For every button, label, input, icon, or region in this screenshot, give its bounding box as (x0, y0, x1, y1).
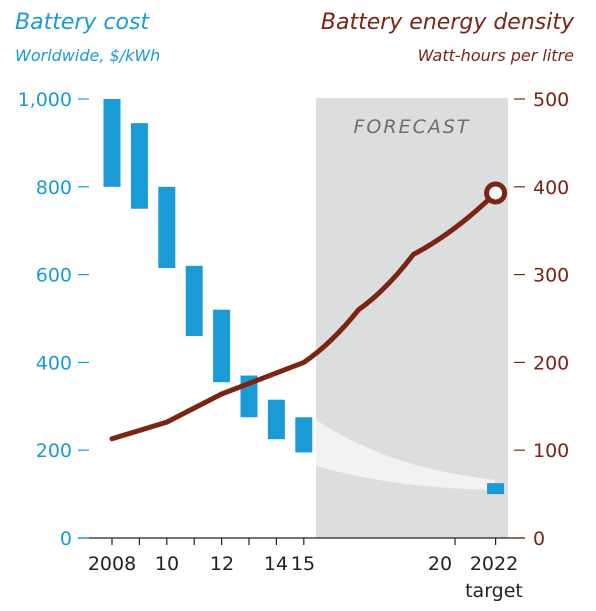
forecast-label: FORECAST (353, 116, 470, 138)
right-tick-label: 200 (533, 352, 569, 374)
right-axis-title: Battery energy density (320, 10, 574, 35)
left-tick-label: 0 (60, 528, 72, 550)
density-endpoint-marker (484, 181, 508, 205)
right-tick-label: 400 (533, 177, 569, 199)
x-tick-label: 12 (210, 553, 234, 575)
cost-bar (213, 309, 231, 383)
cost-bar (130, 123, 148, 209)
forecast-cost-trend (316, 420, 495, 490)
right-tick-label: 500 (533, 89, 569, 111)
right-tick-label: 0 (533, 528, 545, 550)
right-axis-subtitle: Watt-hours per litre (417, 46, 574, 65)
density-line (109, 190, 499, 442)
left-axis-title: Battery cost (15, 10, 150, 35)
cost-bar (487, 483, 505, 495)
x-tick-label: 2008 (88, 553, 136, 575)
left-tick-label: 800 (36, 177, 72, 199)
x-tick-label: 10 (155, 553, 179, 575)
right-tick-label: 100 (533, 440, 569, 462)
x-tick-label: 2022 (470, 553, 518, 575)
x-tick-label-target: target (465, 580, 523, 602)
left-tick-label: 200 (36, 440, 72, 462)
cost-bar (267, 399, 285, 440)
x-tick-label: 14 (264, 553, 288, 575)
left-tick-label: 600 (36, 265, 72, 287)
left-axis-subtitle: Worldwide, $/kWh (15, 46, 161, 65)
cost-bar (295, 417, 313, 453)
x-tick-label: 20 (428, 553, 452, 575)
x-tick-label: 15 (291, 553, 315, 575)
left-tick-label: 400 (36, 352, 72, 374)
cost-bar (158, 186, 176, 269)
cost-bar (185, 265, 203, 337)
right-tick-label: 300 (533, 265, 569, 287)
left-tick-label: 1,000 (18, 89, 72, 111)
cost-bar (103, 99, 121, 187)
